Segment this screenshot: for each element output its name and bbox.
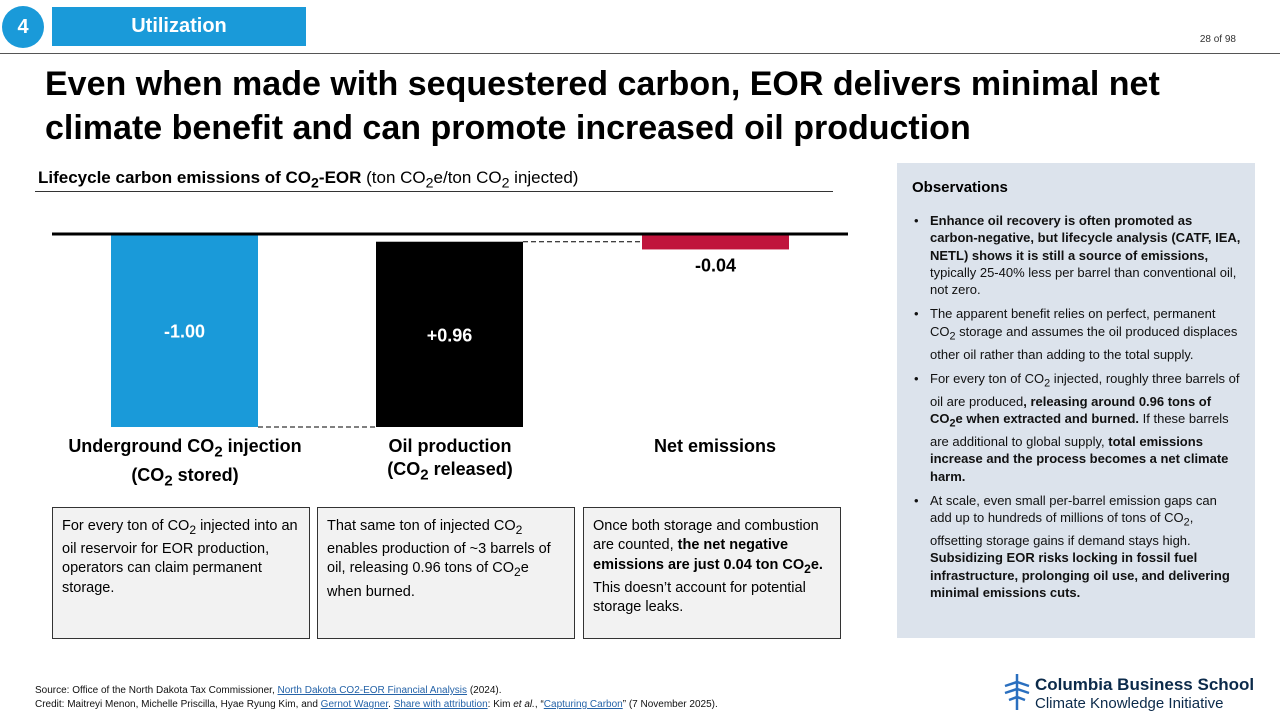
observations-list: Enhance oil recovery is often promoted a… xyxy=(912,212,1241,601)
data-label-0: -1.00 xyxy=(164,322,205,342)
observations-heading: Observations xyxy=(912,179,1008,196)
data-label-1: +0.96 xyxy=(427,325,473,345)
page-number: 28 of 98 xyxy=(1199,34,1236,45)
observation-item: At scale, even small per-barrel emission… xyxy=(912,492,1241,601)
share-attribution-link[interactable]: Share with attribution xyxy=(393,699,488,710)
header-divider xyxy=(0,53,1280,54)
chart-title-bold-text: Lifecycle carbon emissions of CO xyxy=(38,168,312,187)
chart-title-unit-2: e/ton CO xyxy=(433,168,502,187)
description-box-net-emissions: Once both storage and combustion are cou… xyxy=(583,507,841,639)
description-box-oil-production: That same ton of injected CO2 enables pr… xyxy=(317,507,575,639)
bar-1 xyxy=(376,241,523,427)
observations-panel: Observations Enhance oil recovery is oft… xyxy=(897,163,1255,638)
source-link-nd-analysis[interactable]: North Dakota CO2-EOR Financial Analysis xyxy=(277,685,468,696)
observation-item: The apparent benefit relies on perfect, … xyxy=(912,305,1241,362)
chart-title-underline xyxy=(35,191,833,192)
source-credit: Source: Office of the North Dakota Tax C… xyxy=(35,685,718,710)
observation-item: For every ton of CO2 injected, roughly t… xyxy=(912,370,1241,485)
chart-title-bold-sub: 2 xyxy=(311,175,319,192)
chart-title-unit-1: (ton CO xyxy=(361,168,426,187)
description-box-injection: For every ton of CO2 injected into an oi… xyxy=(52,507,310,639)
category-label-oil-production: Oil production (CO2 released) xyxy=(387,436,513,484)
chart-title-bold-text-2: -EOR xyxy=(318,168,362,187)
category-label-net-emissions: Net emissions xyxy=(653,436,777,456)
page-title: Even when made with sequestered carbon, … xyxy=(45,65,1160,147)
chart-title: Lifecycle carbon emissions of CO2-EOR (t… xyxy=(38,168,578,191)
chart-title-unit-sub-2: 2 xyxy=(501,175,510,192)
chart-title-unit-sub-1: 2 xyxy=(425,175,434,192)
observation-item: Enhance oil recovery is often promoted a… xyxy=(912,212,1241,298)
chart-title-unit-3: injected) xyxy=(509,168,579,187)
columbia-business-school-logo: Columbia Business School Climate Knowled… xyxy=(1003,672,1255,716)
section-name-banner: Utilization xyxy=(52,7,306,46)
capturing-carbon-link[interactable]: Capturing Carbon xyxy=(543,699,623,710)
crown-emblem-icon xyxy=(1004,674,1030,710)
waterfall-chart: -1.00 +0.96 -0.04 xyxy=(52,232,848,428)
logo-name: Columbia Business School xyxy=(1035,675,1255,694)
bar-2 xyxy=(642,234,789,250)
bar-0 xyxy=(111,234,258,427)
credit-link-gernot-wagner[interactable]: Gernot Wagner xyxy=(320,699,389,710)
data-label-2: -0.04 xyxy=(695,255,736,275)
logo-subtitle: Climate Knowledge Initiative xyxy=(1035,695,1224,712)
category-label-injection: Underground CO2 injection (CO2 stored) xyxy=(68,436,302,490)
section-number-badge: 4 xyxy=(2,6,44,48)
chart-title-bold: Lifecycle carbon emissions of CO2-EOR xyxy=(38,168,362,191)
